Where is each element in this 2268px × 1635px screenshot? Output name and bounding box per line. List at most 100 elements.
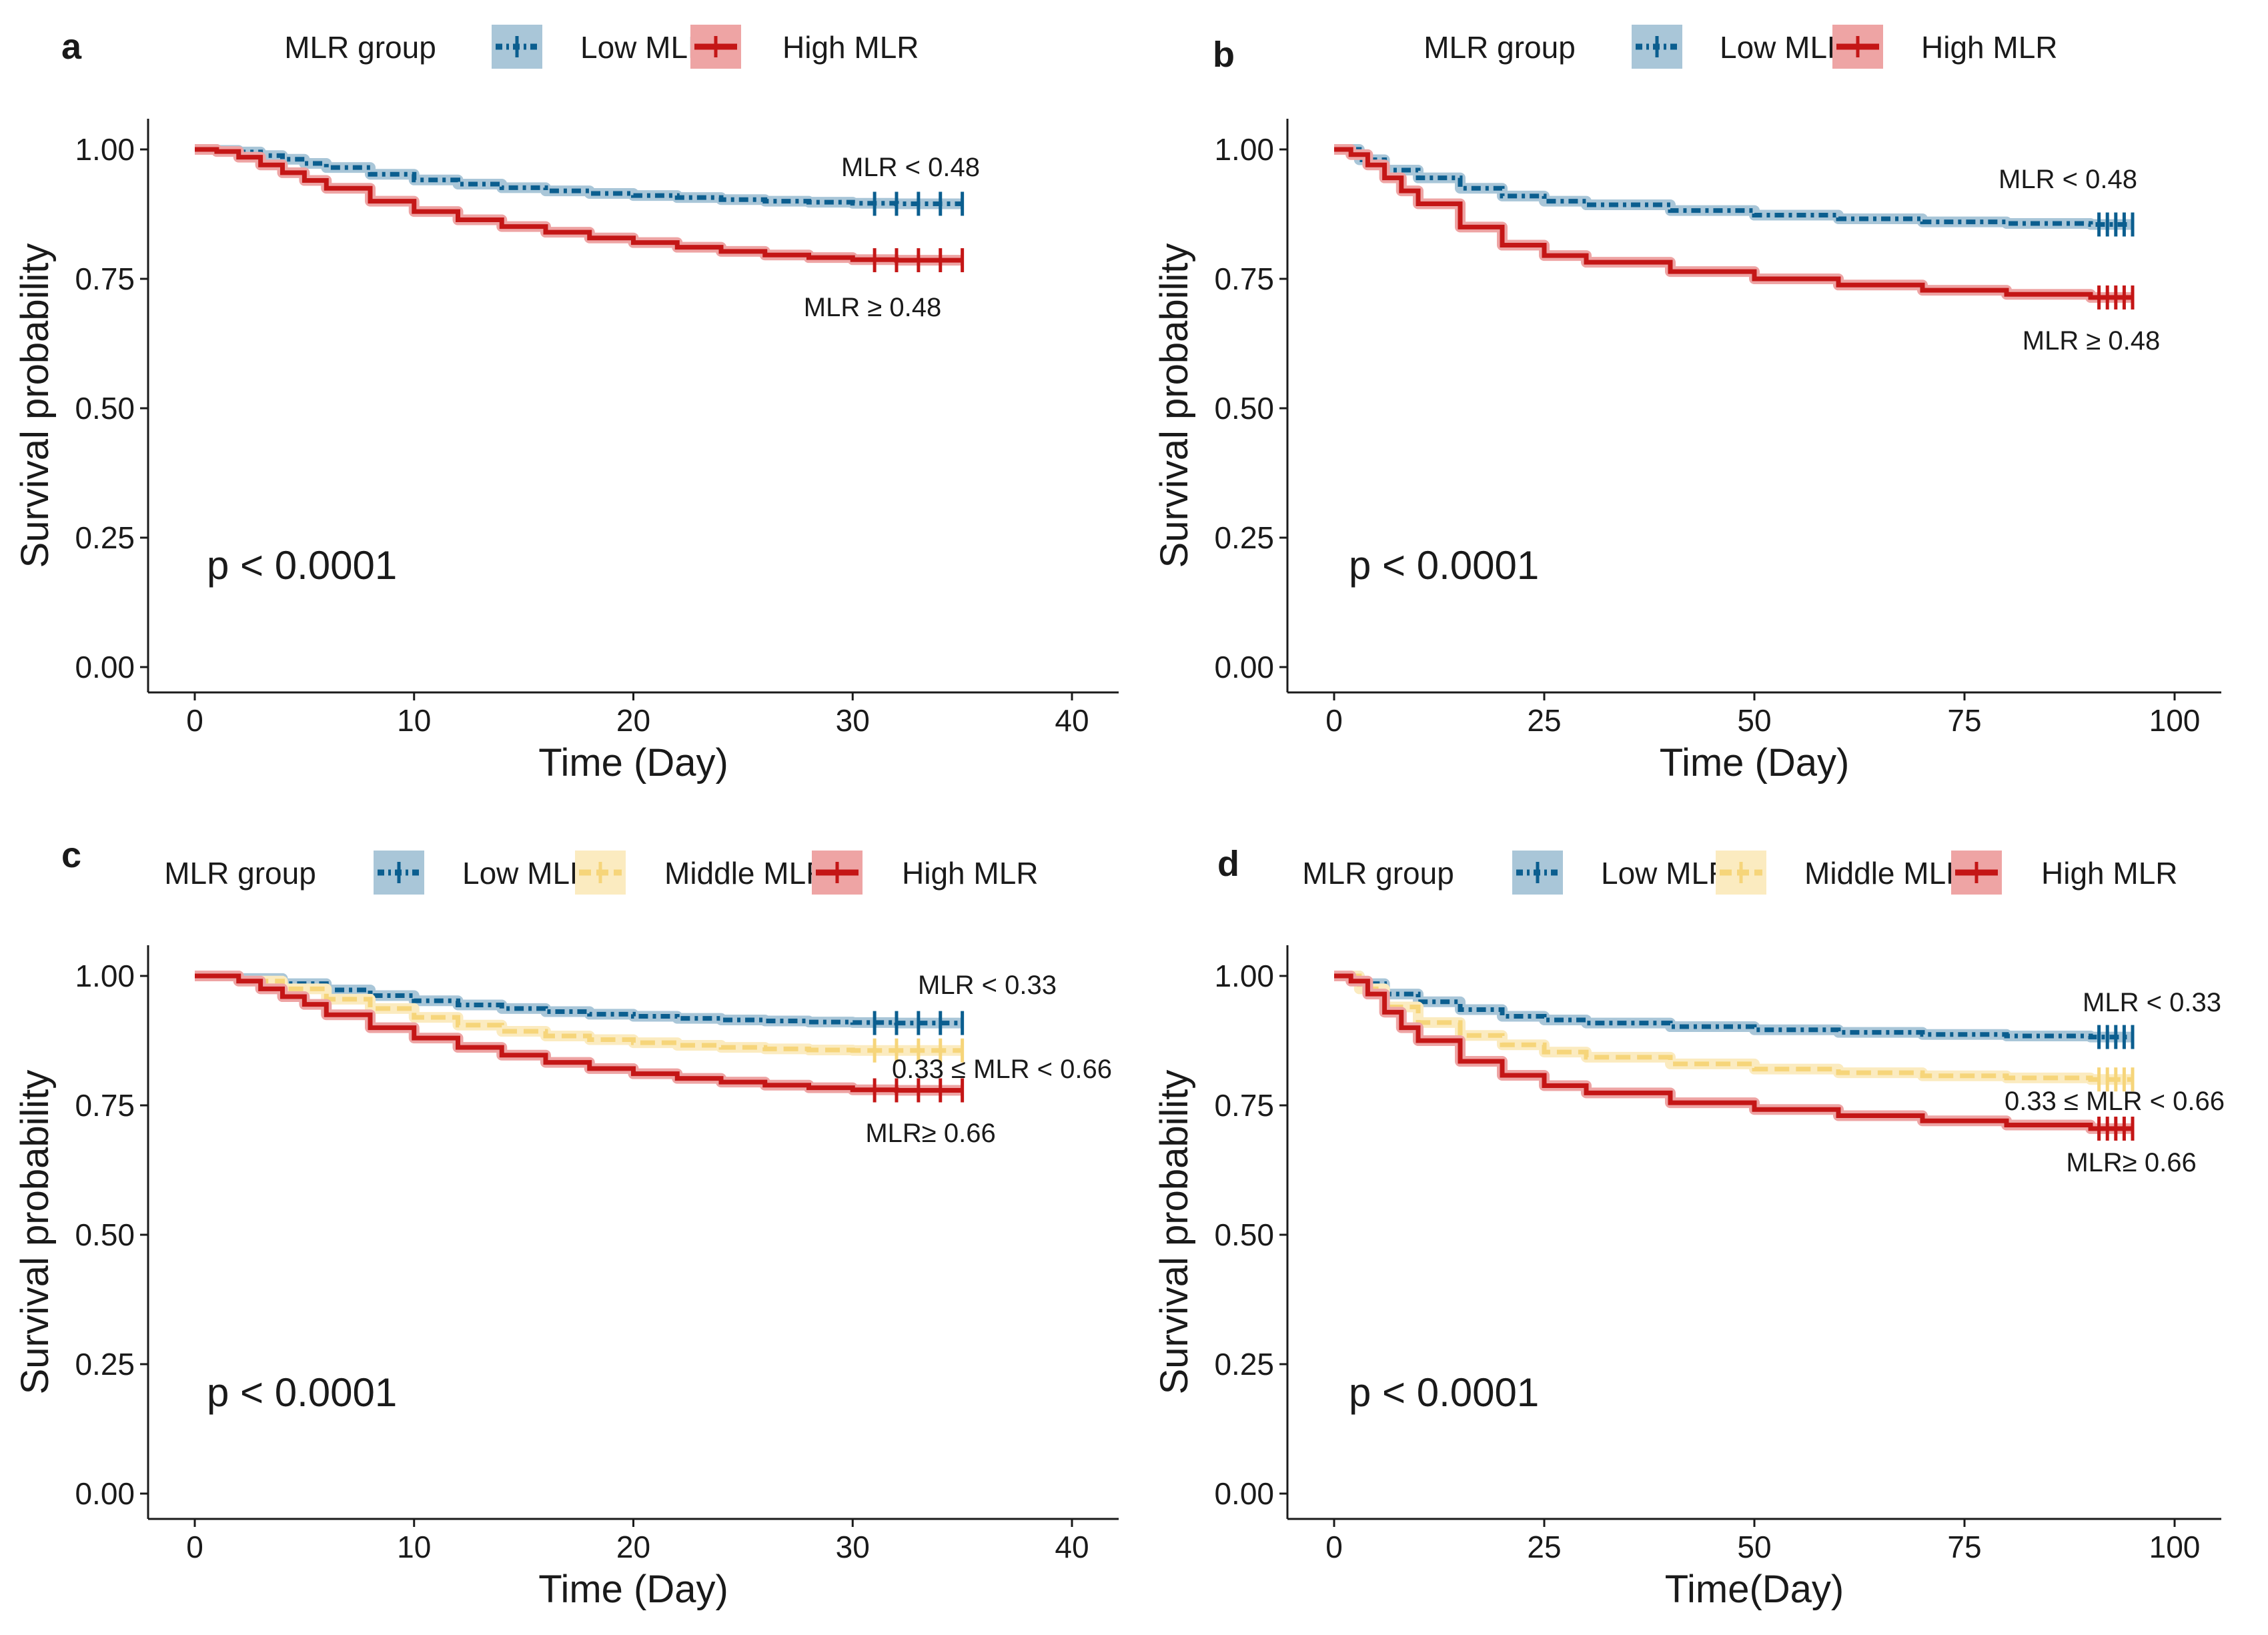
legend-label-high: High MLR	[782, 30, 919, 65]
y-tick-label: 0.00	[75, 1476, 135, 1511]
annotation-high: MLR ≥ 0.48	[804, 293, 941, 322]
y-axis-title: Survival probability	[13, 243, 57, 568]
y-tick-label: 0.50	[75, 391, 135, 426]
legend: MLR group Low MLR Middle MLR High MLR	[164, 851, 1039, 895]
y-tick-label: 0.25	[75, 520, 135, 555]
y-tick-label: 0.75	[75, 1088, 135, 1123]
y-tick-label: 1.00	[75, 959, 135, 993]
annotation-high: MLR ≥ 0.48	[2023, 326, 2160, 356]
annotation-high: MLR≥ 0.66	[865, 1119, 995, 1148]
y-tick-label: 0.50	[75, 1217, 135, 1252]
annotation-low: MLR < 0.48	[1999, 165, 2137, 194]
panel-letter-c: c	[61, 835, 81, 875]
x-tick-label: 20	[616, 703, 650, 738]
y-tick-label: 1.00	[1214, 959, 1274, 993]
legend-swatch-low	[374, 851, 424, 895]
y-tick-label: 0.25	[75, 1347, 135, 1382]
survival-curve-middle	[195, 973, 963, 1053]
legend-swatch-low	[1512, 851, 1563, 895]
legend-label-high: High MLR	[1921, 30, 2058, 65]
y-tick-label: 0.50	[1214, 391, 1274, 426]
panel-d: d MLR group Low MLR Middle MLR High MLR 0.00 0…	[1153, 844, 2225, 1611]
annotation-low: MLR < 0.48	[841, 153, 980, 182]
legend-swatch-high	[1951, 851, 2002, 895]
x-tick-label: 25	[1527, 1530, 1561, 1564]
panel-letter-b: b	[1213, 35, 1235, 75]
x-tick-label: 0	[1325, 703, 1343, 738]
legend-title: MLR group	[1424, 30, 1576, 65]
x-tick-label: 30	[836, 703, 870, 738]
survival-curve-high	[195, 147, 963, 263]
p-value: p < 0.0001	[207, 1370, 397, 1415]
panel-c: c MLR group Low MLR Middle MLR High MLR 0.00 0…	[13, 835, 1119, 1611]
legend-swatch-high	[690, 25, 741, 69]
panel-a: a MLR group Low MLR High MLR 0.00 0.25 0.50 0.7…	[13, 25, 1119, 784]
x-tick-label: 40	[1055, 703, 1089, 738]
legend-label-low: Low MLR	[1720, 30, 1849, 65]
panel-letter-a: a	[61, 27, 82, 67]
x-tick-label: 0	[186, 703, 203, 738]
annotation-low: MLR < 0.33	[918, 971, 1057, 1000]
y-tick-label: 0.75	[1214, 261, 1274, 296]
survival-curve-low	[1334, 973, 2133, 1040]
x-tick-label: 0	[1325, 1530, 1343, 1564]
x-tick-label: 40	[1055, 1530, 1089, 1564]
legend-label-high: High MLR	[2041, 856, 2178, 891]
x-axis-title: Time (Day)	[538, 741, 728, 784]
y-tick-label: 0.25	[1214, 520, 1274, 555]
legend-swatch-low	[1632, 25, 1682, 69]
x-axis-title: Time(Day)	[1665, 1568, 1844, 1611]
legend: MLR group Low MLR High MLR	[284, 25, 919, 69]
legend-label-middle: Middle MLR	[664, 856, 828, 891]
survival-curve-high	[195, 973, 963, 1093]
legend-swatch-high	[812, 851, 863, 895]
y-tick-label: 0.75	[75, 261, 135, 296]
legend-swatch-low	[492, 25, 542, 69]
y-tick-label: 0.50	[1214, 1217, 1274, 1252]
legend-swatch-middle	[575, 851, 626, 895]
x-axis-title: Time (Day)	[1660, 741, 1850, 784]
y-tick-label: 0.00	[1214, 1476, 1274, 1511]
x-axis-title: Time (Day)	[538, 1568, 728, 1611]
y-tick-label: 1.00	[1214, 132, 1274, 167]
x-tick-label: 0	[186, 1530, 203, 1564]
y-tick-label: 0.25	[1214, 1347, 1274, 1382]
legend-label-low: Low MLR	[580, 30, 710, 65]
legend-label-high: High MLR	[902, 856, 1039, 891]
ci-band-low	[1334, 144, 2133, 230]
annotation-low: MLR < 0.33	[2083, 988, 2221, 1017]
x-tick-label: 10	[397, 1530, 431, 1564]
annotation-middle: 0.33 ≤ MLR < 0.66	[892, 1055, 1112, 1084]
y-tick-label: 0.00	[1214, 650, 1274, 684]
x-tick-label: 75	[1947, 1530, 1981, 1564]
legend-title: MLR group	[284, 30, 436, 65]
p-value: p < 0.0001	[1349, 1370, 1539, 1415]
x-tick-label: 100	[2149, 703, 2201, 738]
legend: MLR group Low MLR Middle MLR High MLR	[1302, 851, 2178, 895]
x-tick-label: 20	[616, 1530, 650, 1564]
y-tick-label: 0.75	[1214, 1088, 1274, 1123]
x-tick-label: 75	[1947, 703, 1981, 738]
legend-label-middle: Middle MLR	[1804, 856, 1968, 891]
y-tick-label: 1.00	[75, 132, 135, 167]
legend-label-low: Low MLR	[462, 856, 592, 891]
p-value: p < 0.0001	[207, 543, 397, 588]
legend-swatch-high	[1832, 25, 1883, 69]
legend-title: MLR group	[164, 856, 316, 891]
survival-curve-high	[1334, 973, 2133, 1131]
x-tick-label: 50	[1737, 703, 1771, 738]
x-tick-label: 10	[397, 703, 431, 738]
y-axis-title: Survival probability	[1153, 243, 1196, 568]
panel-letter-d: d	[1217, 844, 1239, 884]
annotation-high: MLR≥ 0.66	[2066, 1148, 2196, 1177]
y-tick-label: 0.00	[75, 650, 135, 684]
p-value: p < 0.0001	[1349, 543, 1539, 588]
panel-b: b MLR group Low MLR High MLR 0.00 0.25 0.50 0.7…	[1153, 25, 2221, 784]
legend-swatch-middle	[1716, 851, 1766, 895]
x-tick-label: 100	[2149, 1530, 2201, 1564]
annotation-middle: 0.33 ≤ MLR < 0.66	[2005, 1087, 2225, 1116]
x-tick-label: 50	[1737, 1530, 1771, 1564]
y-axis-title: Survival probability	[1153, 1070, 1196, 1395]
survival-curve-low	[195, 147, 963, 206]
